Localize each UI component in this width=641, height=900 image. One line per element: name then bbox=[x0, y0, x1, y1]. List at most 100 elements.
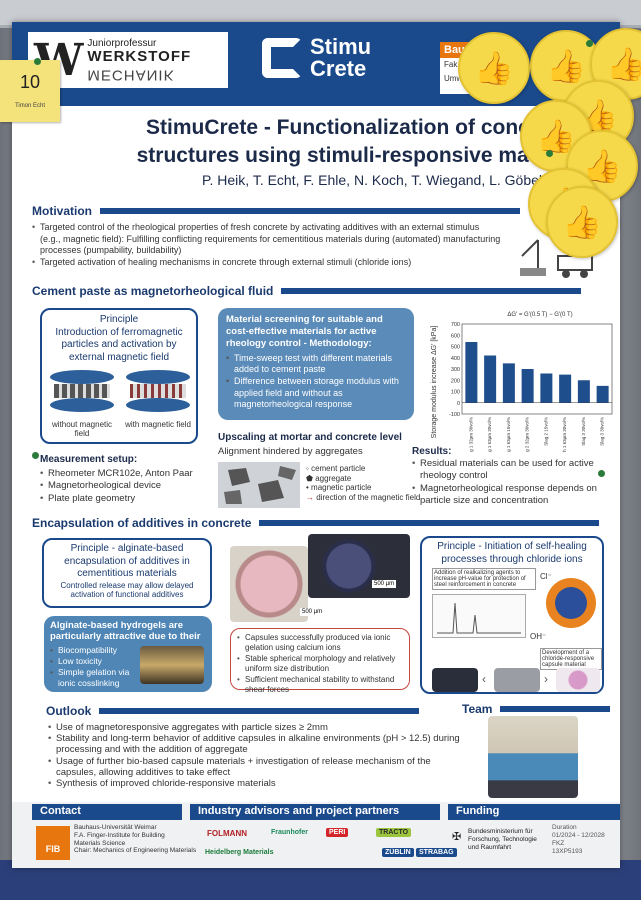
list-item: Usage of further bio-based capsule mater… bbox=[48, 756, 468, 778]
funding-details: Duration 01/2024 - 12/2028 FKZ 13XP5193 bbox=[552, 824, 605, 856]
chart-ytick-label: 0 bbox=[457, 401, 460, 407]
chart-bar bbox=[540, 373, 553, 403]
stimucrete-logo: Stimu Crete bbox=[262, 36, 371, 80]
setup-title: Measurement setup: bbox=[40, 454, 138, 465]
chart-ytick-label: -100 bbox=[449, 412, 460, 418]
presenter-name: Timon Echt bbox=[14, 103, 46, 109]
arrow-right-icon: › bbox=[544, 672, 548, 686]
partner-logo: FOLMANN bbox=[207, 829, 247, 838]
list-item: Magnetorheological response depends on p… bbox=[412, 483, 612, 508]
chart-xtick-label: Slag 3 30vol% bbox=[600, 417, 605, 446]
chart-bar bbox=[596, 385, 609, 403]
crane-truck-icon bbox=[520, 239, 593, 278]
capsule-micrograph-1 bbox=[230, 546, 308, 622]
team-photo bbox=[488, 716, 578, 798]
upscaling-legend: ◦ cement particle ⬟ aggregate • magnetic… bbox=[306, 464, 420, 502]
section-rule bbox=[281, 288, 582, 294]
hydrogel-title: Alginate-based hydrogels are particularl… bbox=[50, 620, 201, 643]
chart-xtick-label: Ash 1 63µm 30vol% bbox=[562, 417, 567, 452]
team-heading: Team bbox=[462, 702, 493, 716]
screening-box: Material screening for suitable and cost… bbox=[218, 308, 414, 420]
list-item: Simple gelation via ionic cosslinking bbox=[50, 667, 140, 689]
chart-ytick-label: 200 bbox=[451, 378, 460, 384]
capsule-micrograph-2 bbox=[308, 534, 410, 598]
partner-logo: PERI bbox=[326, 828, 349, 837]
outlook-list: Use of magnetoresponsive aggregates with… bbox=[48, 722, 468, 789]
section-rule bbox=[259, 520, 600, 526]
logo-mirror: MECHANIK bbox=[87, 66, 175, 83]
alginate-principle-text: Controlled release may allow delayed act… bbox=[60, 580, 194, 599]
poster: W Juniorprofessur WERKSTOFF MECHANIK Sti… bbox=[12, 22, 620, 868]
industry-heading: Industry advisors and project partners bbox=[190, 804, 440, 820]
logo-name: WERKSTOFF bbox=[87, 48, 192, 65]
partner-logo: STRABAG bbox=[416, 848, 457, 857]
selfheal-title: Principle - Initiation of self-healing p… bbox=[437, 541, 587, 565]
list-item: Capsules successfully produced via ionic… bbox=[237, 633, 403, 654]
list-item: Magnetorheological device bbox=[40, 480, 210, 493]
upscaling-title: Upscaling at mortar and concrete level bbox=[218, 432, 402, 443]
chart-bar bbox=[577, 380, 590, 403]
ministry-name: Bundesministerium für Forschung, Technol… bbox=[468, 828, 537, 851]
outlook-heading-row: Outlook bbox=[46, 704, 420, 718]
pin-icon bbox=[586, 40, 593, 47]
chart-ytick-label: 500 bbox=[451, 345, 460, 351]
chart-xtick-label: Slag 1 63µm 15vol% bbox=[506, 417, 511, 452]
logo-prefix: Juniorprofessur bbox=[87, 38, 157, 49]
motivation-heading: Motivation bbox=[32, 204, 92, 218]
list-item: Time-sweep test with different materials… bbox=[226, 353, 406, 376]
fib-logo: FIB bbox=[36, 826, 70, 860]
chart-bar bbox=[465, 342, 478, 403]
list-item: Use of magnetoresponsive aggregates with… bbox=[48, 722, 468, 733]
thumbs-up-sticker-icon: 👍 bbox=[458, 32, 530, 104]
principle-text: Introduction of ferromagnetic particles … bbox=[55, 326, 183, 363]
list-item: Plate plate geometry bbox=[40, 493, 210, 506]
legend-cement: ◦ cement particle bbox=[306, 464, 366, 473]
scale-bar-1: 500 µm bbox=[372, 580, 397, 588]
chart-xtick-label: Slag 1 63µm 30vol% bbox=[487, 417, 492, 452]
hydrogel-list: Biocompatibility Low toxicity Simple gel… bbox=[50, 645, 140, 689]
poster-title: StimuCrete - Functionalization of concr … bbox=[72, 114, 612, 171]
chart-ytick-label: 700 bbox=[451, 322, 460, 328]
chart-ytick-label: 400 bbox=[451, 356, 460, 362]
selfheal-note-2: Development of a chloride-responsive cap… bbox=[540, 648, 602, 670]
chart-ytick-label: 100 bbox=[451, 390, 460, 396]
results-title: Results: bbox=[412, 446, 452, 457]
logo-right-sub1: Fak bbox=[444, 60, 458, 69]
list-item: Stable spherical morphology and relative… bbox=[237, 654, 403, 675]
logo-right-sub2: Umw bbox=[444, 73, 463, 83]
chart-bar bbox=[521, 369, 534, 403]
results-list: Residual materials can be used for activ… bbox=[412, 458, 612, 507]
capsule-ring-icon bbox=[546, 578, 596, 628]
list-item: Biocompatibility bbox=[50, 645, 140, 656]
legend-magnetic: • magnetic particle bbox=[306, 483, 372, 493]
spectrum-plot bbox=[432, 594, 526, 638]
principle-box: Principle Introduction of ferromagnetic … bbox=[40, 308, 198, 444]
magnetorheology-chart: Storage modulus increase ΔG' [kPa] ΔG' =… bbox=[431, 312, 613, 452]
chart-xtick-label: Slag 2 32µm 30vol% bbox=[525, 417, 530, 452]
chart-ytick-label: 300 bbox=[451, 367, 460, 373]
werkstoffmechanik-logo: W Juniorprofessur WERKSTOFF MECHANIK bbox=[28, 32, 228, 88]
capsule-photo-b bbox=[494, 668, 540, 692]
partner-logo: ZÜBLIN bbox=[382, 848, 414, 857]
logo-mid-line2: Crete bbox=[310, 56, 367, 81]
chart-bar bbox=[484, 355, 497, 403]
aggregate-illustration bbox=[218, 462, 300, 508]
title-line1: StimuCrete - Functionalization of concr bbox=[145, 116, 539, 139]
list-item: Low toxicity bbox=[50, 656, 140, 667]
motivation-list: Targeted control of the rheological prop… bbox=[32, 222, 502, 269]
list-item: Rheometer MCR102e, Anton Paar bbox=[40, 468, 210, 481]
chart-xtick-label: Slag 3 30vol% bbox=[581, 417, 586, 446]
selfheal-note-1: Addition of realkalizing agents to incre… bbox=[432, 568, 536, 590]
chart-ytick-label: 600 bbox=[451, 333, 460, 339]
list-item: Sufficient mechanical stability to withs… bbox=[237, 675, 403, 696]
outlook-heading: Outlook bbox=[46, 704, 92, 718]
capsule-results-list: Capsules successfully produced via ionic… bbox=[237, 633, 403, 695]
poster-number-note: 10 Timon Echt bbox=[0, 60, 60, 122]
chart-xtick-label: Slag 1 32µm 30vol% bbox=[468, 417, 473, 452]
list-item: Residual materials can be used for activ… bbox=[412, 458, 612, 483]
title-line2: structures using stimuli-responsive mate bbox=[136, 144, 548, 168]
cement-heading: Cement paste as magnetorheological fluid bbox=[32, 284, 274, 298]
funding-heading: Funding bbox=[448, 804, 620, 820]
hydrogel-box: Alginate-based hydrogels are particularl… bbox=[44, 616, 212, 692]
section-rule bbox=[100, 208, 520, 214]
